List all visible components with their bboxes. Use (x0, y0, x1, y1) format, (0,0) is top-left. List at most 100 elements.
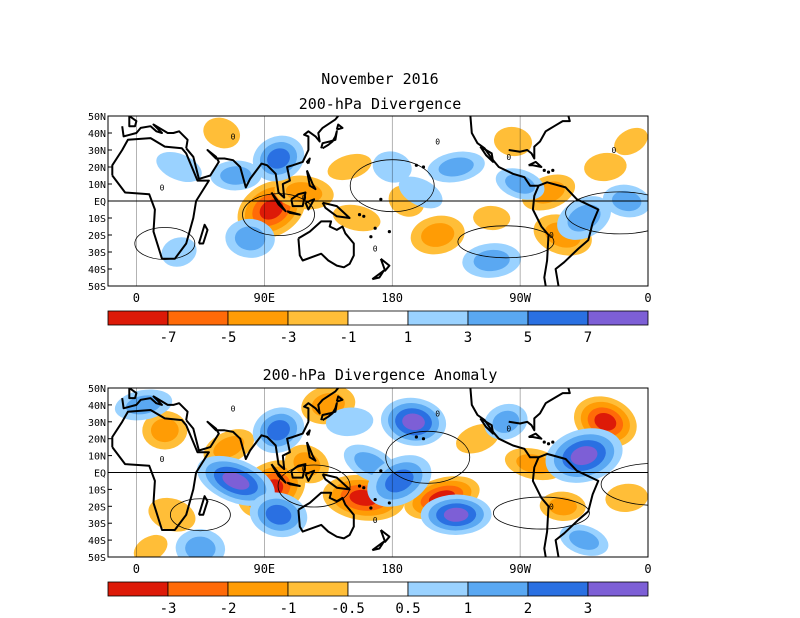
y-tick-label: 30S (88, 248, 106, 259)
contour-line (457, 225, 555, 259)
field-cell (484, 403, 528, 440)
island-marker (551, 440, 555, 444)
island-marker (387, 501, 391, 505)
y-tick-label: 50N (88, 384, 106, 395)
coastline (335, 395, 344, 403)
coastline (290, 463, 307, 479)
y-tick-label: 30N (88, 146, 106, 157)
y-tick-label: 30N (88, 418, 106, 429)
coastline (270, 191, 287, 213)
colorbar-swatch (347, 310, 409, 326)
colorbar-label: -1 (280, 601, 297, 617)
coastline (321, 201, 351, 219)
coastline (508, 388, 571, 432)
colorbar-label: 1 (404, 330, 412, 346)
x-tick-label: 180 (381, 562, 403, 576)
y-tick-label: 10N (88, 180, 106, 191)
contour-label: 0 (435, 409, 440, 418)
coastline (297, 491, 355, 540)
island-marker (421, 437, 426, 441)
field-cell (473, 205, 511, 231)
colorbar-swatch (287, 310, 349, 326)
contour-line (277, 464, 351, 508)
field-cell (614, 127, 648, 156)
contour-line (169, 498, 231, 532)
colorbar-label: -5 (220, 330, 237, 346)
y-tick-label: EQ (94, 469, 106, 480)
colorbar-swatch (407, 581, 469, 597)
colorbar-label: 5 (524, 330, 532, 346)
contour-label: 0 (506, 425, 511, 434)
colorbar-label: 2 (524, 601, 532, 617)
colorbar-2: -3 -2 -1 -0.5 0.5 1 2 3 (107, 581, 649, 617)
field-cell (156, 151, 202, 183)
coastline (111, 409, 210, 531)
island-marker (421, 165, 426, 169)
x-tick-label: 0 (644, 562, 651, 576)
y-tick-label: 10S (88, 214, 106, 225)
field-cell (559, 524, 609, 556)
map-panel-1: 0 0 0 0 0 0 0 0 50N 40N 30N 20N 10N EQ 10S 20S 30S 40S 50S… (88, 112, 652, 305)
field-cell (427, 151, 485, 183)
y-tick-label: EQ (94, 197, 106, 208)
colorbar-swatch (227, 581, 289, 597)
y-tick-label: 30S (88, 519, 106, 530)
colorbar-swatch (587, 310, 649, 326)
x-tick-label: 90E (253, 291, 275, 305)
colorbar-label: 7 (584, 330, 592, 346)
panel-1-title: 200-hPa Divergence (298, 95, 462, 113)
coastline (479, 417, 495, 435)
colorbar-swatch (467, 310, 529, 326)
field-cell (197, 455, 275, 507)
coastline (479, 145, 495, 163)
contour-label: 0 (611, 146, 616, 155)
contour-label: 0 (231, 132, 236, 141)
island-marker (542, 168, 546, 172)
contour-label: 0 (160, 455, 165, 464)
coastline (538, 181, 600, 286)
map-panel-2: 0 0 0 0 0 0 0 50N 40N 30N 20N 10N EQ 10S 20S 30S 40S 50S 0… (88, 384, 652, 576)
y-tick-label: 40S (88, 265, 106, 276)
x-tick-label: 90E (253, 562, 275, 576)
coastline (185, 116, 339, 199)
colorbar-label: 3 (464, 330, 472, 346)
y-tick-label: 20S (88, 231, 106, 242)
coastline (379, 529, 391, 543)
island-marker (362, 214, 366, 218)
coastline (128, 388, 138, 400)
field-cell (605, 483, 648, 512)
coastline (305, 157, 311, 165)
field-cell (332, 204, 381, 232)
coastline (270, 463, 287, 484)
field-cell (203, 117, 241, 149)
island-marker (369, 506, 373, 510)
colorbar-label: 0.5 (395, 601, 420, 617)
field-cell (367, 455, 432, 507)
contour-line (385, 430, 471, 484)
y-tick-label: 20S (88, 502, 106, 513)
field-cell (225, 218, 275, 258)
contour-label: 0 (506, 153, 511, 162)
x-tick-label: 0 (133, 562, 140, 576)
y-tick-label: 40N (88, 129, 106, 140)
colorbar-swatch (167, 581, 229, 597)
colorbar-label: -2 (220, 601, 237, 617)
coastline (528, 432, 543, 440)
coastline (305, 170, 317, 191)
colorbar-label: -3 (160, 601, 177, 617)
y-tick-label: 50N (88, 112, 106, 123)
island-marker (551, 168, 555, 172)
y-tick-label: 40S (88, 536, 106, 547)
contour-label: 0 (373, 245, 378, 254)
contour-label: 0 (549, 502, 554, 511)
island-marker (369, 235, 373, 239)
island-marker (546, 170, 551, 174)
colorbar-swatch (407, 310, 469, 326)
contour-label: 0 (231, 404, 236, 413)
y-tick-label: 20N (88, 163, 106, 174)
colorbar-swatch (527, 581, 589, 597)
island-marker (414, 163, 418, 167)
field-cell (380, 397, 447, 446)
